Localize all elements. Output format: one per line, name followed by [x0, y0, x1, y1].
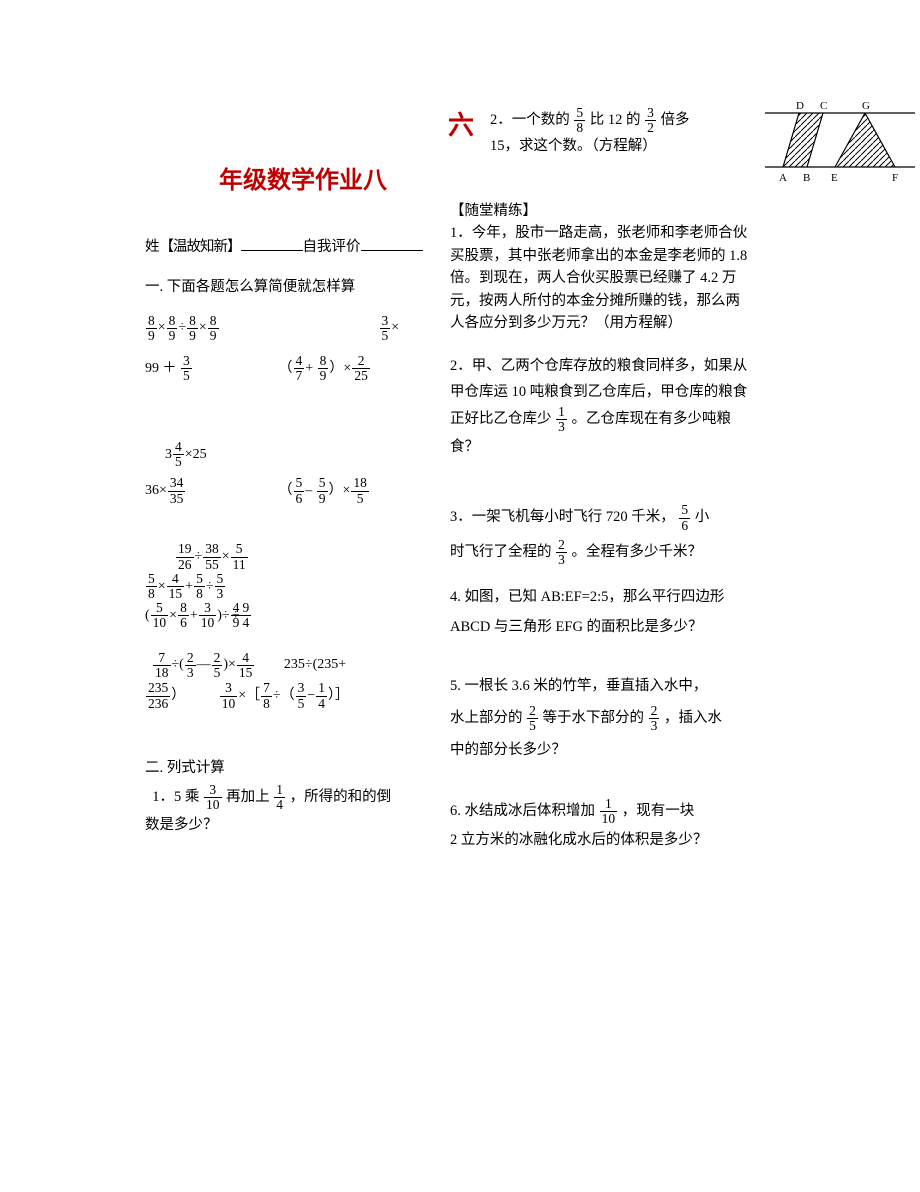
text: 等于水下部分的 — [543, 710, 645, 726]
fraction-1-10: 110 — [600, 797, 618, 826]
text: 再加上 — [226, 789, 270, 805]
fraction-2-3a: 23 — [556, 538, 567, 567]
text: 1．5 乘 — [152, 789, 199, 805]
parallelogram-triangle-diagram: D C G A B E F — [765, 95, 915, 185]
fraction-1-4: 14 — [274, 783, 285, 812]
wengu-label: 【温故知新】 — [160, 239, 241, 255]
section1-title: 一. 下面各题怎么算简便就怎样算 — [145, 276, 425, 298]
r-p3: 3．一架飞机每小时飞行 720 千米， 56 小 时飞行了全程的 23 。全程有… — [450, 500, 750, 570]
r-p5: 5. 一根长 3.6 米的竹竿，垂直插入水中， 水上部分的 25 等于水下部分的… — [450, 671, 750, 767]
text: ，现有一块 — [622, 803, 695, 819]
text: 3．一架飞机每小时飞行 720 千米， — [450, 509, 675, 525]
name-label: 姓 — [145, 239, 160, 255]
math-row-4: 36×3435 （56– 59）×185 — [145, 475, 425, 507]
text: 水上部分的 — [450, 710, 523, 726]
fraction-3-10: 310 — [204, 783, 222, 812]
math-row-1: 89×89÷89×89 35× — [145, 308, 425, 349]
label-C: C — [820, 100, 827, 112]
selfeval-underline — [361, 236, 423, 252]
math-row-5: 1926÷3855×511 58×415+58÷53 (510×86+310)÷… — [145, 542, 425, 630]
text: ，所得的和的倒 — [290, 789, 392, 805]
label-G: G — [862, 100, 870, 112]
selfeval-label: 自我评价 — [303, 239, 361, 255]
text: 2 立方米的冰融化成水后的体积是多少？ — [450, 832, 707, 848]
fraction-5-6: 56 — [679, 503, 690, 532]
section2-title: 二. 列式计算 — [145, 757, 425, 779]
text: 5. 一根长 3.6 米的竹竿，垂直插入水中， — [450, 678, 707, 694]
math-row-2: 99 ＋ 35 （47+ 89）×225 — [145, 349, 425, 390]
label-E: E — [831, 172, 838, 184]
q2-1: 1．5 乘 310 再加上 14 ，所得的和的倒 数是多少？ — [145, 783, 425, 840]
math-row-3: 345×25 — [145, 435, 425, 476]
fraction-2-3b: 23 — [649, 704, 660, 733]
name-underline — [241, 236, 303, 252]
text: 6. 水结成冰后体积增加 — [450, 803, 595, 819]
suitang-header: 【随堂精练】 — [450, 200, 750, 222]
label-A: A — [779, 172, 787, 184]
r-p4: 4. 如图，已知 AB:EF=2:5，那么平行四边形 ABCD 与三角形 EFG… — [450, 582, 750, 643]
label-D: D — [796, 100, 804, 112]
text: 数是多少？ — [145, 817, 218, 833]
text: 中的部分长多少？ — [450, 742, 566, 758]
label-F: F — [892, 172, 898, 184]
text: 。全程有多少千米？ — [572, 544, 703, 560]
text: 时飞行了全程的 — [450, 544, 552, 560]
r-p2: 2．甲、乙两个仓库存放的粮食同样多，如果从甲仓库运 10 吨粮食到乙仓库后，甲仓… — [450, 353, 750, 461]
r-p1: 1．今年，股市一路走高，张老师和李老师合伙买股票，其中张老师拿出的本金是李老师的… — [450, 222, 750, 334]
fraction-1-3: 13 — [556, 405, 567, 434]
text: ，插入水 — [664, 710, 722, 726]
math-row-6: 718÷(23—25)×415 235÷(235+ 235236） 310×［7… — [145, 650, 425, 712]
label-B: B — [803, 172, 810, 184]
name-row: 姓【温故知新】 自我评价 — [145, 235, 425, 256]
fraction-2-5: 25 — [527, 704, 538, 733]
text: 小 — [695, 509, 710, 525]
r-p6: 6. 水结成冰后体积增加 110 ，现有一块 2 立方米的冰融化成水后的体积是多… — [450, 797, 750, 855]
